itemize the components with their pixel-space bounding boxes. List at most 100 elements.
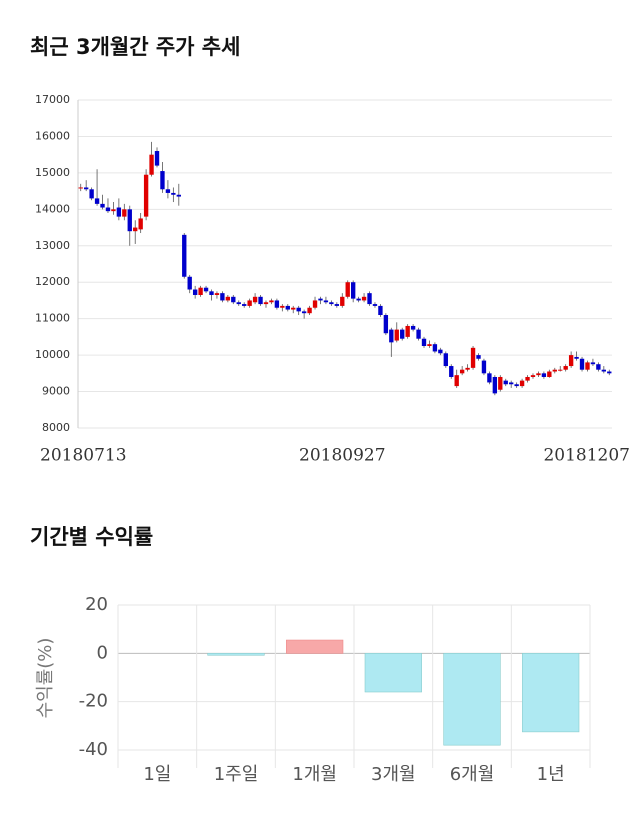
- y-tick-label: -20: [79, 691, 108, 712]
- candle-body: [345, 282, 350, 297]
- candle-body: [547, 371, 552, 377]
- x-tick-label: 20181207: [543, 446, 630, 466]
- candle-body: [334, 304, 340, 306]
- candle-body: [443, 353, 448, 367]
- candle-body: [291, 307, 296, 310]
- candle-body: [421, 338, 427, 346]
- candle-body: [378, 305, 383, 316]
- y-tick-label: 11000: [35, 312, 70, 325]
- x-tick-label: 6개월: [450, 764, 495, 785]
- candle-body: [165, 189, 171, 193]
- candle-body: [133, 227, 138, 232]
- y-tick-label: 15000: [35, 166, 70, 179]
- candle-body: [389, 329, 394, 343]
- candle-body: [94, 198, 100, 204]
- candle-body: [579, 358, 585, 370]
- y-tick-label: 17000: [35, 93, 70, 106]
- candle-body: [122, 209, 127, 217]
- candle-body: [361, 296, 367, 301]
- y-tick-label: 12000: [35, 275, 70, 288]
- candle-body: [285, 305, 290, 310]
- candle-body: [590, 362, 596, 365]
- candle-body: [269, 300, 274, 303]
- y-tick-label: 14000: [35, 202, 70, 215]
- candle-body: [563, 366, 568, 370]
- candle-body: [470, 347, 476, 368]
- x-tick-label: 20180927: [299, 446, 386, 466]
- y-tick-label: -40: [79, 739, 108, 760]
- candle-body: [509, 382, 514, 385]
- candle-body: [394, 329, 399, 341]
- x-tick-label: 3개월: [371, 764, 416, 785]
- y-axis-label: 수익률(%): [35, 638, 56, 719]
- chart-title: 기간별 수익률: [30, 525, 153, 549]
- x-tick-label: 1주일: [214, 764, 259, 785]
- candle-body: [438, 349, 443, 354]
- y-tick-label: 16000: [35, 129, 70, 142]
- candle-body: [192, 289, 198, 295]
- candle-body: [503, 380, 508, 385]
- bar: [207, 653, 265, 656]
- candle-body: [530, 375, 536, 377]
- candle-body: [143, 174, 149, 217]
- candle-body: [552, 369, 557, 372]
- candle-body: [214, 293, 220, 295]
- candle-body: [601, 369, 607, 372]
- candle-body: [323, 300, 329, 303]
- x-tick-label: 20180713: [40, 446, 127, 466]
- candle-body: [78, 187, 83, 189]
- candle-body: [498, 376, 503, 390]
- candle-body: [198, 287, 203, 295]
- candle-body: [400, 329, 405, 339]
- candle-body: [416, 329, 421, 339]
- candle-body: [182, 234, 187, 277]
- candle-body: [263, 302, 269, 305]
- candle-body: [100, 203, 105, 208]
- candle-body: [487, 373, 492, 383]
- candle-body: [171, 192, 176, 195]
- bar: [522, 653, 580, 733]
- candle-body: [568, 355, 574, 367]
- candle-body: [203, 287, 209, 292]
- y-tick-label: 9000: [42, 385, 70, 398]
- candle-body: [225, 296, 231, 301]
- candle-body: [367, 293, 372, 305]
- candle-body: [247, 300, 252, 306]
- candle-body: [596, 364, 601, 370]
- candle-body: [231, 296, 236, 303]
- candle-body: [312, 300, 318, 308]
- y-tick-label: 0: [97, 642, 108, 663]
- bar: [286, 639, 344, 654]
- candle-body: [116, 207, 122, 217]
- candle-body: [340, 296, 345, 306]
- candle-body: [476, 355, 481, 359]
- candle-body: [111, 209, 116, 212]
- candle-body: [176, 194, 181, 197]
- candle-body: [220, 293, 225, 301]
- candle-body: [558, 369, 563, 371]
- candle-body: [329, 302, 334, 305]
- y-tick-label: 8000: [42, 421, 70, 434]
- candle-body: [525, 376, 530, 381]
- candle-body: [410, 325, 416, 330]
- bar: [443, 653, 501, 746]
- candle-body: [427, 344, 432, 346]
- candle-body: [454, 375, 459, 387]
- candle-body: [274, 300, 280, 308]
- candle-body: [519, 380, 525, 387]
- candle-body: [383, 315, 389, 334]
- candle-body: [405, 325, 410, 337]
- candle-body: [432, 344, 438, 352]
- candle-body: [252, 296, 258, 303]
- candle-body: [514, 384, 519, 387]
- candle-body: [89, 189, 94, 199]
- candle-body: [356, 298, 361, 301]
- candle-body: [187, 276, 192, 290]
- candle-body: [301, 311, 307, 314]
- chart-title: 최근 3개월간 주가 추세: [30, 35, 240, 59]
- candle-body: [296, 307, 301, 312]
- candle-body: [536, 373, 541, 376]
- candle-body: [350, 282, 356, 299]
- candle-body: [280, 305, 285, 308]
